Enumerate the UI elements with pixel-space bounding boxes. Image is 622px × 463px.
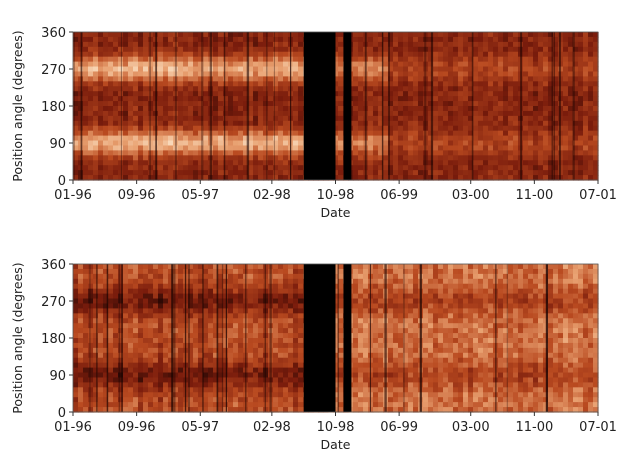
y-tick-label: 180 bbox=[41, 332, 66, 347]
y-tick-label: 0 bbox=[58, 174, 66, 189]
y-axis-label: Position angle (degrees) bbox=[10, 30, 25, 181]
y-axis-label: Position angle (degrees) bbox=[10, 262, 25, 413]
x-tick-label: 01-96 bbox=[54, 420, 92, 435]
y-tick-label: 270 bbox=[41, 63, 66, 78]
x-axis-label: Date bbox=[321, 205, 351, 220]
x-tick-label: 10-98 bbox=[317, 420, 355, 435]
x-tick-label: 11-00 bbox=[515, 188, 553, 203]
heatmap-cells bbox=[73, 32, 599, 181]
x-tick-label: 10-98 bbox=[317, 188, 355, 203]
chart-bottom-svg: 0 90 180 270 360 01-96 09-96 05-97 02-98 10-98 06-… bbox=[10, 258, 617, 452]
x-tick-label: 02-98 bbox=[253, 420, 291, 435]
heatmap-cells bbox=[73, 264, 599, 413]
data-gap-1 bbox=[303, 264, 336, 412]
y-tick-label: 270 bbox=[41, 295, 66, 310]
y-tick-label: 360 bbox=[41, 258, 66, 273]
data-gap-1 bbox=[303, 32, 336, 180]
y-tick-label: 0 bbox=[58, 406, 66, 421]
x-tick-label: 09-96 bbox=[118, 188, 156, 203]
x-tick-label: 05-97 bbox=[181, 188, 219, 203]
x-tick-label: 07-01 bbox=[579, 188, 617, 203]
chart-bottom: 0 90 180 270 360 01-96 09-96 05-97 02-98 10-98 06-… bbox=[0, 232, 622, 463]
data-gap-2 bbox=[343, 32, 352, 180]
y-tick-label: 180 bbox=[41, 100, 66, 115]
x-axis-label: Date bbox=[321, 437, 351, 452]
y-tick-label: 360 bbox=[41, 26, 66, 41]
x-tick-label: 11-00 bbox=[515, 420, 553, 435]
x-tick-label: 06-99 bbox=[380, 420, 418, 435]
chart-top: 0 90 180 270 360 01-96 09-96 05-97 02-98 10-98 06-… bbox=[10, 26, 617, 220]
y-tick-label: 90 bbox=[49, 369, 66, 384]
x-tick-label: 03-00 bbox=[452, 188, 490, 203]
x-tick-label: 05-97 bbox=[181, 420, 219, 435]
x-tick-label: 02-98 bbox=[253, 188, 291, 203]
chart-top-svg: 0 90 180 270 360 01-96 09-96 05-97 02-98 10-98 06-… bbox=[10, 26, 617, 220]
data-gap-2 bbox=[343, 264, 352, 412]
vertical-streaks bbox=[89, 264, 548, 412]
x-tick-label: 06-99 bbox=[380, 188, 418, 203]
x-tick-label: 03-00 bbox=[452, 420, 490, 435]
x-tick-label: 01-96 bbox=[54, 188, 92, 203]
y-tick-label: 90 bbox=[49, 137, 66, 152]
x-tick-label: 07-01 bbox=[579, 420, 617, 435]
x-tick-label: 09-96 bbox=[118, 420, 156, 435]
